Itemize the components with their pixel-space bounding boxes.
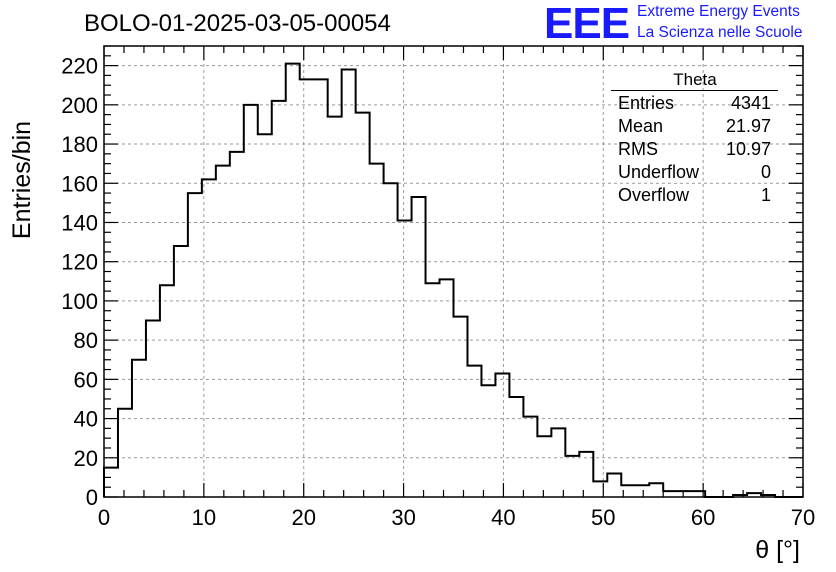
stat-value-overflow: 1 <box>760 185 771 205</box>
y-tick-label: 60 <box>74 367 98 392</box>
tick-labels: 0 10 20 30 40 50 60 700204060801001201401601802… <box>61 54 815 530</box>
stat-value-mean: 21.97 <box>725 116 771 136</box>
y-axis-label: Entries/bin <box>8 121 36 239</box>
y-tick-label: 220 <box>61 54 98 79</box>
stat-label-mean: Mean <box>618 116 664 136</box>
stat-value-entries: 4341 <box>730 93 771 113</box>
y-tick-label: 80 <box>74 328 98 353</box>
y-tick-label: 20 <box>74 446 98 471</box>
y-tick-label: 160 <box>61 171 98 196</box>
x-tick-label: 20 <box>291 505 315 530</box>
grid-lines <box>104 46 803 497</box>
logo-subtitle-1: Extreme Energy Events <box>637 3 800 20</box>
stats-divider <box>611 90 778 91</box>
x-tick-label: 0 <box>98 505 110 530</box>
stats-title: Theta <box>673 70 717 89</box>
x-axis-label: θ [°] <box>755 536 800 564</box>
y-tick-label: 0 <box>86 485 98 510</box>
logo-subtitle-2: La Scienza nelle Scuole <box>637 24 803 41</box>
axis-ticks <box>103 45 804 498</box>
y-tick-label: 140 <box>61 210 98 235</box>
plot-title: BOLO-01-2025-03-05-00054 <box>84 10 391 37</box>
y-tick-label: 40 <box>74 407 98 432</box>
plot-border <box>103 45 804 498</box>
x-tick-label: 40 <box>491 505 515 530</box>
stat-label-overflow: Overflow <box>618 185 690 205</box>
stat-label-rms: RMS <box>618 139 658 159</box>
y-tick-label: 180 <box>61 132 98 157</box>
plot-frame <box>103 45 804 498</box>
y-tick-label: 120 <box>61 250 98 275</box>
histogram-step-line <box>103 62 803 498</box>
x-tick-label: 60 <box>691 505 715 530</box>
stat-value-rms: 10.97 <box>725 139 771 159</box>
histogram-series <box>103 62 803 498</box>
y-tick-label: 100 <box>61 289 98 314</box>
eee-logo: EEE <box>544 0 630 48</box>
x-tick-label: 10 <box>192 505 216 530</box>
x-tick-label: 50 <box>591 505 615 530</box>
y-tick-label: 200 <box>61 93 98 118</box>
stat-label-entries: Entries <box>618 93 675 113</box>
x-tick-label: 70 <box>791 505 815 530</box>
stat-value-underflow: 0 <box>760 162 771 182</box>
x-tick-label: 30 <box>391 505 415 530</box>
stat-label-underflow: Underflow <box>618 162 700 182</box>
